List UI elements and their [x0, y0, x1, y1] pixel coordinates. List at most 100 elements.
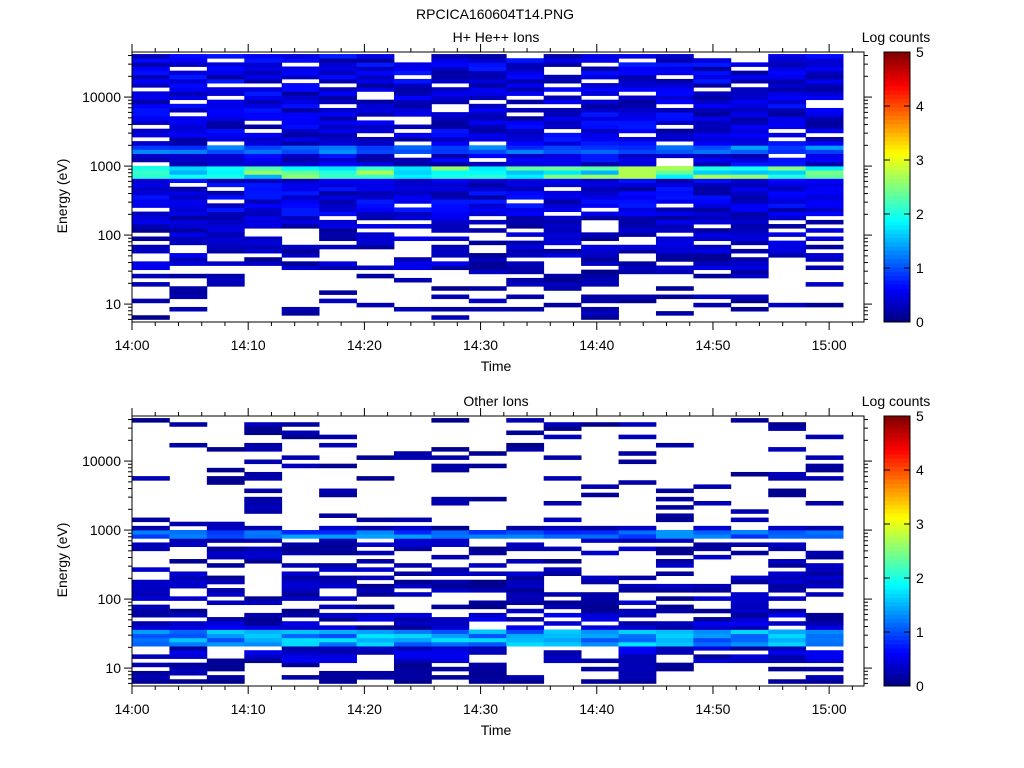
heatmap-cell — [543, 633, 582, 639]
panel-title: H+ He++ Ions — [453, 29, 540, 45]
heatmap-cell — [655, 666, 694, 672]
heatmap-cell — [206, 166, 245, 171]
colorbar-swatch — [884, 56, 910, 61]
heatmap-cell — [132, 74, 170, 80]
y-tick-label: 10000 — [82, 89, 121, 105]
heatmap-cell — [655, 228, 694, 233]
heatmap-cell — [431, 87, 470, 92]
heatmap-cell — [693, 629, 732, 635]
heatmap-cell — [393, 103, 432, 109]
heatmap-cell — [169, 583, 208, 589]
heatmap-cell — [730, 199, 769, 204]
heatmap-cell — [206, 538, 245, 543]
heatmap-cell — [281, 592, 320, 597]
heatmap-cell — [393, 211, 432, 217]
heatmap-cell — [506, 120, 545, 125]
heatmap-cell — [281, 224, 320, 229]
colorbar-swatch — [884, 479, 910, 484]
heatmap-cell — [206, 480, 245, 485]
heatmap-cell — [431, 215, 470, 221]
heatmap-cell — [431, 604, 470, 610]
heatmap-cell — [543, 286, 582, 291]
heatmap-cell — [319, 195, 357, 200]
heatmap-cell — [244, 103, 283, 109]
heatmap-cell — [730, 617, 769, 622]
heatmap-cell — [431, 145, 470, 150]
heatmap-cell — [581, 120, 619, 125]
heatmap-cell — [431, 62, 470, 67]
heatmap-cell — [356, 675, 395, 680]
colorbar-swatch — [884, 538, 910, 544]
heatmap-cell — [132, 418, 170, 423]
heatmap-cell — [244, 509, 283, 514]
heatmap-cell — [356, 149, 395, 154]
heatmap-cell — [693, 646, 732, 651]
heatmap-cell — [581, 575, 619, 581]
heatmap-cell — [506, 166, 545, 171]
heatmap-cell — [206, 232, 245, 237]
heatmap-cell — [319, 228, 357, 233]
heatmap-cell — [618, 107, 657, 113]
heatmap-cell — [431, 166, 470, 171]
heatmap-cell — [543, 182, 582, 188]
heatmap-cell — [730, 128, 769, 134]
heatmap-cell — [768, 149, 807, 154]
heatmap-cell — [244, 240, 283, 246]
heatmap-cell — [618, 199, 657, 204]
heatmap-cell — [169, 542, 208, 547]
heatmap-cell — [730, 62, 769, 67]
heatmap-cell — [768, 575, 807, 581]
heatmap-cell — [506, 74, 545, 80]
heatmap-cell — [618, 224, 657, 229]
heatmap-cell — [655, 563, 694, 568]
heatmap-cell — [244, 637, 283, 643]
heatmap-cell — [206, 236, 245, 242]
heatmap-cell — [581, 530, 619, 535]
colorbar-swatch — [884, 677, 910, 683]
heatmap-cell — [693, 294, 732, 300]
heatmap-cell — [319, 463, 357, 469]
heatmap-cell — [506, 178, 545, 183]
heatmap-cell — [132, 58, 170, 63]
colorbar-swatch — [884, 187, 910, 192]
heatmap-cell — [206, 625, 245, 630]
heatmap-cell — [206, 178, 245, 183]
heatmap-cell — [132, 261, 170, 266]
heatmap-cell — [206, 617, 245, 622]
heatmap-cell — [581, 579, 619, 585]
heatmap-cell — [805, 70, 844, 76]
heatmap-cell — [468, 257, 507, 262]
heatmap-cell — [581, 103, 619, 109]
heatmap-cell — [655, 199, 694, 204]
heatmap-cell — [244, 190, 283, 196]
heatmap-cell — [132, 112, 170, 117]
colorbar-swatch — [884, 517, 910, 522]
heatmap-cell — [618, 128, 657, 134]
heatmap-cell — [543, 534, 582, 539]
heatmap-cell — [393, 451, 432, 456]
heatmap-cell — [655, 286, 694, 291]
heatmap-cell — [393, 112, 432, 117]
heatmap-cell — [618, 219, 657, 225]
heatmap-cell — [393, 546, 432, 552]
heatmap-cell — [169, 253, 208, 258]
colorbar-swatch — [884, 305, 910, 310]
heatmap-cell — [506, 70, 545, 76]
heatmap-cell — [618, 265, 657, 271]
heatmap-cell — [805, 120, 844, 125]
heatmap-cell — [169, 219, 208, 225]
heatmap-cell — [244, 422, 283, 427]
colorbar-swatch — [884, 593, 910, 598]
colorbar-swatch — [884, 157, 910, 163]
heatmap-cell — [393, 136, 432, 142]
heatmap-cell — [543, 166, 582, 171]
heatmap-cell — [655, 559, 694, 564]
heatmap-cell — [655, 107, 694, 113]
heatmap-cell — [730, 232, 769, 237]
heatmap-cell — [281, 87, 320, 92]
heatmap-cell — [132, 116, 170, 121]
heatmap-cell — [319, 70, 357, 76]
heatmap-cell — [281, 455, 320, 460]
heatmap-cell — [768, 471, 807, 477]
x-tick-label: 14:10 — [231, 337, 266, 353]
